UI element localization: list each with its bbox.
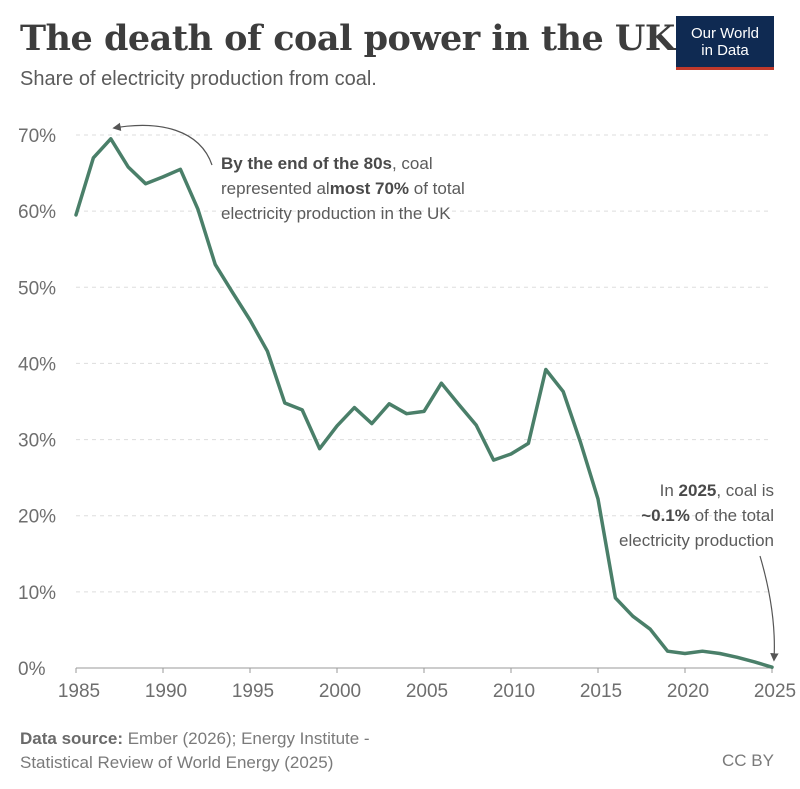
x-tick-label: 2005 (406, 681, 448, 702)
data-point (718, 652, 721, 655)
data-point (457, 403, 460, 406)
peak-annotation-line-1: By the end of the 80s, coal (221, 154, 433, 173)
x-tick-label: 1995 (232, 681, 274, 702)
peak-annotation-line-2: represented almost 70% of total (221, 179, 465, 198)
data-point (614, 596, 617, 600)
y-tick-label: 10% (18, 583, 56, 604)
data-point (509, 452, 513, 456)
data-point (544, 368, 547, 371)
data-point (161, 175, 165, 179)
series-group (74, 137, 774, 669)
data-point (753, 660, 756, 664)
y-tick-label: 0% (18, 659, 46, 680)
data-point (127, 165, 130, 169)
data-point (74, 213, 78, 217)
data-point (353, 406, 356, 409)
data-point (283, 401, 286, 405)
y-tick-label: 60% (18, 202, 56, 223)
data-point (92, 156, 95, 159)
x-tick-label: 2000 (319, 681, 361, 702)
data-point (196, 207, 199, 211)
peak-annotation-arrow (112, 122, 213, 166)
x-tick-label: 2020 (667, 681, 709, 702)
end-annotation-bold-1: 2025 (679, 481, 717, 500)
end-annotation-post-2: of the total (690, 506, 774, 525)
data-point (214, 263, 217, 266)
data-point (266, 350, 269, 353)
source-label: Data source: (20, 729, 123, 748)
data-point (231, 291, 234, 294)
gridlines (76, 134, 772, 593)
data-point (301, 408, 304, 412)
end-annotation-arrow (759, 555, 779, 662)
data-point (770, 666, 774, 669)
source-line-1: Ember (2026); Energy Institute - (122, 729, 370, 748)
y-tick-label: 70% (18, 126, 56, 147)
data-point (248, 318, 252, 322)
data-point (405, 412, 408, 415)
data-point (492, 458, 495, 462)
data-point (440, 382, 443, 385)
data-point (179, 168, 182, 171)
peak-annotation-post-2: of total (409, 179, 465, 198)
peak-annotation-bold-1: By the end of the 80s (221, 154, 392, 173)
data-point (631, 615, 634, 618)
data-point (562, 390, 565, 393)
y-tick-label: 40% (18, 354, 56, 375)
peak-annotation-pre-2: represented al (221, 179, 330, 198)
source-line-2: Statistical Review of World Energy (2025… (20, 753, 334, 772)
end-annotation-pre-1: In (660, 481, 679, 500)
data-source: Data source: Ember (2026); Energy Instit… (20, 727, 370, 775)
peak-annotation-line-3: electricity production in the UK (221, 204, 451, 223)
end-annotation-line-2: ~0.1% of the total (641, 506, 774, 525)
end-annotation-post-1: , coal is (716, 481, 774, 500)
data-point (579, 441, 582, 444)
data-point (649, 628, 652, 631)
y-axis: 0% 10% 20% 30% 40% 50% 60% 70% (18, 126, 56, 680)
peak-annotation-rest-1: , coal (392, 154, 433, 173)
end-annotation-bold-2: ~0.1% (641, 506, 690, 525)
x-tick-label: 2010 (493, 681, 535, 702)
data-point (527, 442, 530, 445)
data-point (596, 497, 600, 501)
x-tick-label: 2015 (580, 681, 622, 702)
data-point (736, 656, 739, 659)
data-point (666, 650, 669, 653)
data-point (370, 422, 373, 425)
y-tick-label: 50% (18, 278, 56, 299)
data-point (144, 182, 147, 185)
x-axis: 1985 1990 1995 2000 2005 2010 2015 2020 2025 (58, 668, 796, 702)
data-point (335, 424, 339, 428)
data-point (318, 447, 321, 450)
end-annotation-line-1: In 2025, coal is (660, 481, 774, 500)
data-point (683, 652, 687, 655)
x-tick-label: 1985 (58, 681, 100, 702)
x-tick-label: 2025 (754, 681, 796, 702)
logo-line-1: Our World (690, 25, 760, 42)
x-tick-label: 1990 (145, 681, 187, 702)
y-tick-label: 30% (18, 431, 56, 452)
data-point (701, 650, 704, 653)
y-tick-label: 20% (18, 507, 56, 528)
logo-line-2: in Data (701, 42, 749, 59)
license-link[interactable]: CC BY (722, 751, 774, 770)
data-point (475, 423, 478, 427)
end-annotation-line-3: electricity production (619, 531, 774, 550)
our-world-in-data-logo[interactable]: Our World in Data (676, 16, 774, 70)
chart-title: The death of coal power in the UK (20, 18, 675, 59)
chart-subtitle: Share of electricity production from coa… (20, 68, 377, 90)
data-point (109, 137, 113, 140)
data-point (422, 410, 426, 413)
peak-annotation-bold-2: most 70% (330, 179, 409, 198)
data-point (388, 402, 391, 405)
